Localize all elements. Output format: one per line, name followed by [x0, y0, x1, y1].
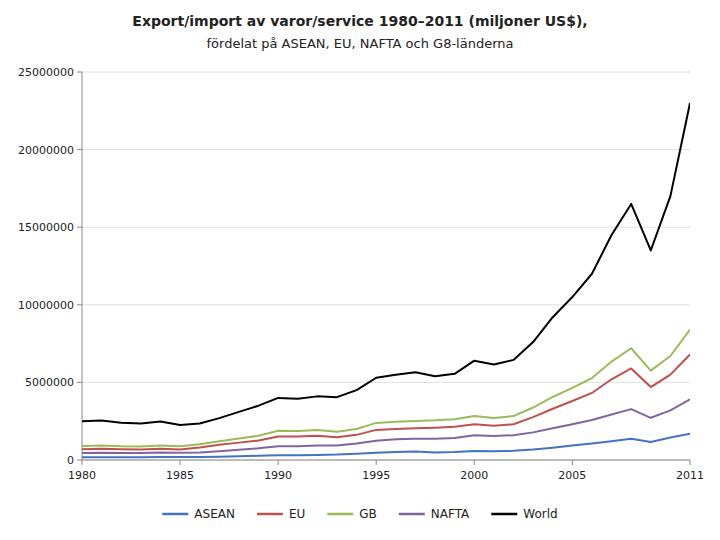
series-line: [82, 399, 690, 453]
x-tick-label: 1990: [264, 469, 292, 482]
x-tick: [690, 460, 691, 465]
legend-item: World: [491, 507, 557, 521]
legend-item: NAFTA: [399, 507, 470, 521]
y-tick: [77, 149, 82, 150]
legend-item: ASEAN: [162, 507, 235, 521]
subtitle: fördelat på ASEAN, EU, NAFTA och G8-länd…: [206, 36, 513, 51]
y-axis-line: [82, 72, 83, 460]
legend-label: World: [523, 507, 557, 521]
x-tick-label: 2005: [558, 469, 586, 482]
legend-label: NAFTA: [431, 507, 470, 521]
title: Export/import av varor/service 1980–2011…: [132, 13, 587, 29]
x-tick: [278, 460, 279, 465]
grid-line: [82, 72, 690, 73]
legend-swatch: [257, 513, 283, 516]
x-tick: [474, 460, 475, 465]
x-tick-label: 2011: [676, 469, 704, 482]
x-tick: [82, 460, 83, 465]
y-tick-label: 15000000: [18, 221, 74, 234]
x-tick-label: 1980: [68, 469, 96, 482]
series-line: [82, 330, 690, 447]
legend-label: EU: [289, 507, 305, 521]
grid-line: [82, 460, 690, 461]
y-tick-label: 0: [67, 454, 74, 467]
y-tick-label: 20000000: [18, 144, 74, 157]
x-tick: [180, 460, 181, 465]
y-tick-label: 25000000: [18, 66, 74, 79]
legend-swatch: [162, 513, 188, 516]
series-line: [82, 354, 690, 449]
y-tick: [77, 72, 82, 73]
legend-swatch: [399, 513, 425, 516]
x-tick: [376, 460, 377, 465]
x-tick-label: 1995: [362, 469, 390, 482]
legend-swatch: [491, 513, 517, 516]
legend: ASEAN EU GB NAFTA World: [162, 507, 557, 521]
grid-line: [82, 227, 690, 228]
legend-item: EU: [257, 507, 305, 521]
series-line: [82, 103, 690, 425]
legend-swatch: [327, 513, 353, 516]
series-group: [82, 103, 690, 457]
x-tick-label: 1985: [166, 469, 194, 482]
y-tick: [77, 227, 82, 228]
chart: Export/import av varor/service 1980–2011…: [0, 0, 720, 540]
x-tick-label: 2000: [460, 469, 488, 482]
y-tick: [77, 382, 82, 383]
grid-line: [82, 304, 690, 305]
grid-line: [82, 382, 690, 383]
x-axis-line: [82, 460, 690, 461]
grid-line: [82, 149, 690, 150]
x-tick: [572, 460, 573, 465]
y-tick-label: 5000000: [25, 376, 74, 389]
background: [0, 0, 720, 540]
axes: 0 5000000 10000000 15000000 20000000 25000000…: [18, 66, 704, 482]
legend-label: GB: [359, 507, 377, 521]
legend-label: ASEAN: [194, 507, 235, 521]
legend-item: GB: [327, 507, 377, 521]
y-tick: [77, 304, 82, 305]
y-tick: [77, 460, 82, 461]
y-tick-label: 10000000: [18, 299, 74, 312]
